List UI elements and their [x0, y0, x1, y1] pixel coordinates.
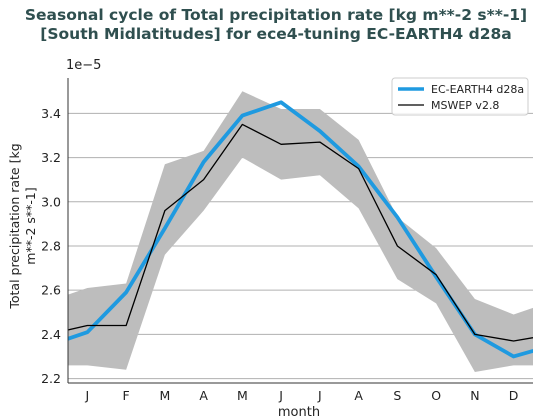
x-tick-label: D	[509, 388, 519, 403]
x-tick-label: M	[237, 388, 248, 403]
y-tick-label: 2.4	[41, 327, 61, 342]
axes	[67, 78, 533, 384]
legend-label-mswep: MSWEP v2.8	[431, 99, 499, 112]
x-tick-label: M	[159, 388, 170, 403]
legend-box	[391, 77, 529, 116]
y-tick-label: 2.2	[41, 371, 61, 386]
x-tick-label: J	[317, 388, 322, 403]
x-tick-label: S	[393, 388, 401, 403]
legend-label-ec-earth4: EC-EARTH4 d28a	[431, 83, 524, 96]
chart-title: Seasonal cycle of Total precipitation ra…	[0, 6, 552, 44]
y-tick-labels: 2.2 2.4 2.6 2.8 3.0 3.2 3.4	[41, 106, 61, 386]
chart-title-line-2: [South Midlatitudes] for ece4-tuning EC-…	[40, 25, 512, 43]
x-tick-label: N	[470, 388, 479, 403]
chart-title-line-1: Seasonal cycle of Total precipitation ra…	[24, 6, 528, 24]
offset-text: 1e−5	[66, 58, 101, 73]
x-tick-label: A	[354, 388, 363, 403]
y-tick-label: 3.4	[41, 106, 61, 121]
y-tick-label: 2.6	[41, 283, 61, 298]
uncertainty-band	[68, 91, 533, 372]
y-axis-label: Total precipitation rate [kg m**-2 s**-1…	[7, 143, 38, 309]
x-axis-label: month	[278, 405, 320, 420]
legend: EC-EARTH4 d28a MSWEP v2.8	[391, 77, 529, 116]
x-tick-label: J	[278, 388, 283, 403]
y-axis-label-line-2: m**-2 s**-1]	[23, 187, 38, 264]
x-tick-label: O	[431, 388, 441, 403]
x-tick-label: A	[199, 388, 208, 403]
series-lines	[68, 100, 533, 359]
mswep-line	[68, 123, 533, 342]
x-tick-label: F	[123, 388, 130, 403]
y-tick-label: 3.0	[41, 194, 61, 209]
x-tick-label: J	[85, 388, 90, 403]
y-tick-label: 2.8	[41, 238, 61, 253]
y-tick-label: 3.2	[41, 150, 61, 165]
mswep-range-band	[68, 91, 533, 372]
y-axis-label-line-1: Total precipitation rate [kg	[7, 143, 22, 309]
